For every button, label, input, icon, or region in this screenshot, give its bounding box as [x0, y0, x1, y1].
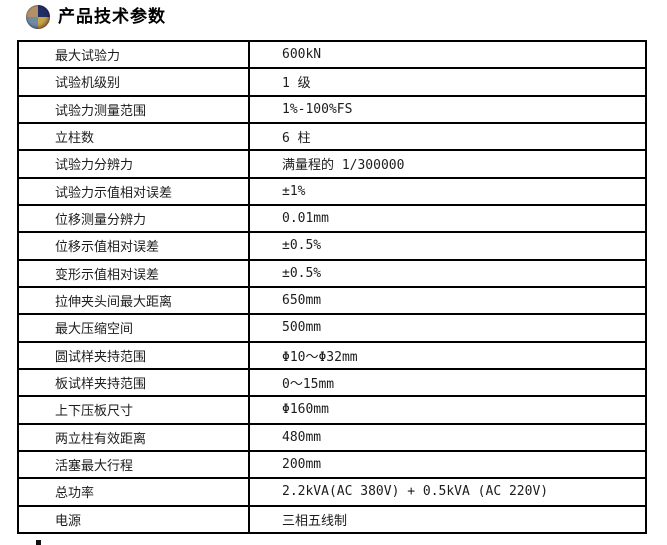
spec-value: 200mm — [248, 449, 647, 480]
spec-label: 上下压板尺寸 — [17, 395, 250, 425]
table-row: 最大压缩空间 500mm — [17, 313, 647, 343]
next-section-bullet-partial-icon — [36, 540, 41, 545]
spec-label: 变形示值相对误差 — [17, 258, 250, 288]
spec-label: 总功率 — [17, 477, 250, 507]
table-row: 试验力示值相对误差 ±1% — [17, 176, 647, 206]
table-row: 位移测量分辨力 0.01mm — [17, 203, 647, 234]
spec-label: 立柱数 — [17, 121, 250, 152]
spec-label: 两立柱有效距离 — [17, 422, 250, 452]
spec-value: ±1% — [248, 176, 647, 206]
spec-value: 0.01mm — [248, 203, 647, 234]
spec-value: ±0.5% — [248, 258, 647, 288]
spec-value: 6 柱 — [248, 121, 647, 152]
spec-value: 三相五线制 — [248, 504, 647, 535]
table-row: 活塞最大行程 200mm — [17, 449, 647, 480]
table-row: 电源 三相五线制 — [17, 504, 647, 535]
table-row: 总功率 2.2kVA(AC 380V) + 0.5kVA (AC 220V) — [17, 477, 647, 507]
table-row: 圆试样夹持范围 Φ10～Φ32mm — [17, 340, 647, 370]
spec-label: 板试样夹持范围 — [17, 367, 250, 398]
spec-value: 满量程的 1/300000 — [248, 149, 647, 179]
spec-value: 0～15mm — [248, 367, 647, 398]
spec-label: 试验力示值相对误差 — [17, 176, 250, 206]
table-row: 两立柱有效距离 480mm — [17, 422, 647, 452]
table-row: 试验力分辨力 满量程的 1/300000 — [17, 149, 647, 179]
table-row: 最大试验力 600kN — [17, 39, 647, 70]
spec-label: 活塞最大行程 — [17, 449, 250, 480]
table-row: 拉伸夹头间最大距离 650mm — [17, 285, 647, 316]
spec-label: 拉伸夹头间最大距离 — [17, 285, 250, 316]
spec-label: 位移测量分辨力 — [17, 203, 250, 234]
spec-value: 600kN — [248, 39, 647, 70]
globe-icon — [26, 5, 50, 29]
spec-label: 电源 — [17, 504, 250, 535]
spec-table: 最大试验力 600kN 试验机级别 1 级 试验力测量范围 1%-100%FS … — [17, 39, 647, 535]
spec-label: 试验机级别 — [17, 67, 250, 97]
spec-label: 最大试验力 — [17, 39, 250, 70]
spec-label: 最大压缩空间 — [17, 313, 250, 343]
table-row: 试验机级别 1 级 — [17, 67, 647, 97]
spec-value: Φ160mm — [248, 395, 647, 425]
table-row: 试验力测量范围 1%-100%FS — [17, 94, 647, 124]
spec-value: 480mm — [248, 422, 647, 452]
spec-label: 位移示值相对误差 — [17, 231, 250, 261]
spec-label: 圆试样夹持范围 — [17, 340, 250, 370]
table-row: 位移示值相对误差 ±0.5% — [17, 231, 647, 261]
spec-value: 1 级 — [248, 67, 647, 97]
table-row: 立柱数 6 柱 — [17, 121, 647, 152]
table-row: 上下压板尺寸 Φ160mm — [17, 395, 647, 425]
page-title: 产品技术参数 — [58, 7, 166, 27]
spec-value: 2.2kVA(AC 380V) + 0.5kVA (AC 220V) — [248, 477, 647, 507]
page-header: 产品技术参数 — [26, 5, 166, 29]
spec-value: 1%-100%FS — [248, 94, 647, 124]
spec-value: 650mm — [248, 285, 647, 316]
spec-value: 500mm — [248, 313, 647, 343]
table-row: 变形示值相对误差 ±0.5% — [17, 258, 647, 288]
spec-label: 试验力分辨力 — [17, 149, 250, 179]
spec-value: ±0.5% — [248, 231, 647, 261]
table-row: 板试样夹持范围 0～15mm — [17, 367, 647, 398]
spec-label: 试验力测量范围 — [17, 94, 250, 124]
spec-value: Φ10～Φ32mm — [248, 340, 647, 370]
